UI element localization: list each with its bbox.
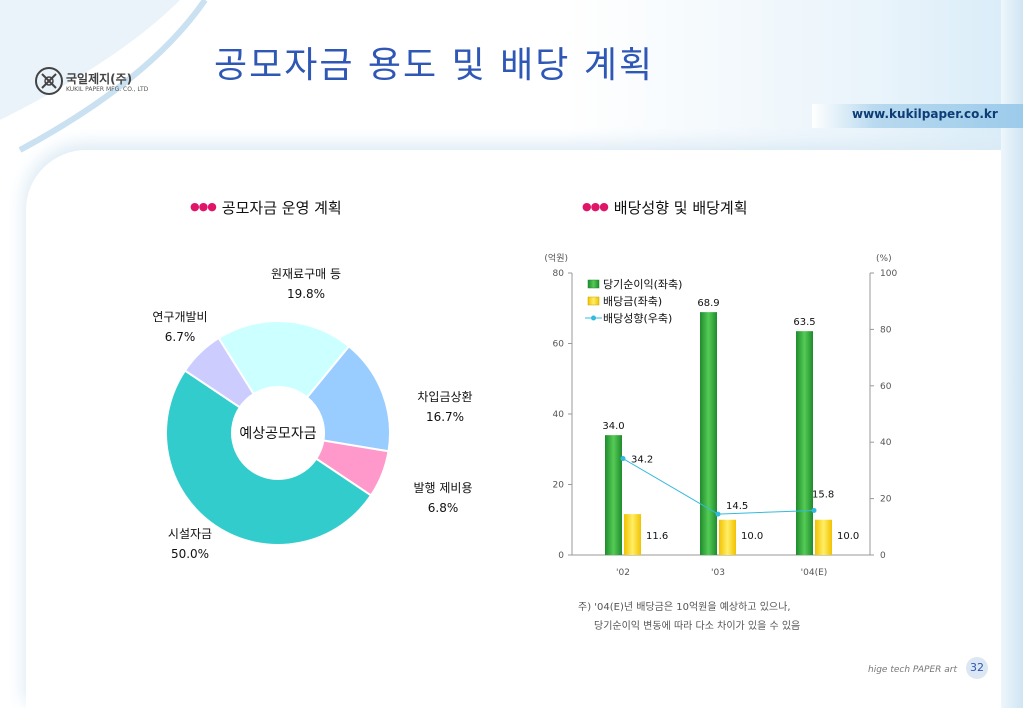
pie-slice-facility-funds xyxy=(165,369,373,546)
right-tick-label: 100 xyxy=(880,269,897,279)
payout-ratio-value-label: 15.8 xyxy=(812,489,834,500)
legend-dividend-swatch xyxy=(587,296,600,306)
left-tick-label: 80 xyxy=(553,269,565,279)
payout-ratio-line xyxy=(622,458,815,515)
legend-payout-marker xyxy=(591,315,596,321)
left-tick-label: 0 xyxy=(558,551,564,561)
net-income-bar xyxy=(605,435,622,555)
legend-dividend-label: 배당금(좌축) xyxy=(603,295,662,308)
right-axis-unit: (%) xyxy=(876,254,892,264)
right-tick-label: 20 xyxy=(880,495,892,505)
donut-chart: 예상공모자금 xyxy=(165,320,391,546)
payout-ratio-value-label: 34.2 xyxy=(631,455,653,466)
pie-label-facility-funds: 시설자금 50.0% xyxy=(167,527,213,561)
right-section-title: ●●● 배당성향 및 배당계획 xyxy=(582,197,748,218)
website-link[interactable]: www.kukilpaper.co.kr xyxy=(852,107,998,121)
pie-label-issue-costs: 발행 제비용 6.8% xyxy=(413,481,473,515)
category-label: '03 xyxy=(711,568,725,578)
net-income-value-label: 34.0 xyxy=(602,421,624,432)
pie-label-rnd: 연구개발비 6.7% xyxy=(152,310,208,344)
payout-ratio-point xyxy=(715,511,721,517)
url-bar xyxy=(812,104,1023,128)
bullet-dots-icon: ●●● xyxy=(582,200,609,213)
dividend-chart: (억원) (%) 0 20 40 60 80 0 20 40 60 80 100 34.0 11.6 '02 6… xyxy=(544,252,897,578)
page-title: 공모자금 용도 및 배당 계획 xyxy=(214,45,655,86)
right-tick-label: 0 xyxy=(880,551,886,561)
footnote-line-1: 주) '04(E)년 배당금은 10억원을 예상하고 있으나, xyxy=(578,602,791,613)
category-label: '04(E) xyxy=(801,568,828,578)
category-label: '02 xyxy=(616,568,630,578)
header-swoosh xyxy=(0,0,208,153)
payout-ratio-value-label: 14.5 xyxy=(726,501,748,512)
dividend-bar xyxy=(719,519,736,555)
payout-ratio-point xyxy=(811,507,817,513)
right-tick-label: 40 xyxy=(880,438,892,448)
left-axis-unit: (억원) xyxy=(544,252,568,264)
footnote-line-2: 당기순이익 변동에 따라 다소 차이가 있을 수 있음 xyxy=(594,621,801,632)
net-income-value-label: 68.9 xyxy=(697,298,719,309)
company-subname: KUKIL PAPER MFG. CO., LTD xyxy=(66,86,149,93)
left-tick-label: 20 xyxy=(553,481,565,491)
company-logo-icon xyxy=(35,67,63,95)
left-section-title-text: 공모자금 운영 계획 xyxy=(221,199,342,217)
net-income-bar xyxy=(796,331,813,555)
company-name: 국일제지(주) xyxy=(66,72,133,86)
dividend-bar xyxy=(815,519,832,555)
dividend-value-label: 11.6 xyxy=(646,531,668,542)
legend-net-income-swatch xyxy=(587,279,600,289)
left-tick-label: 60 xyxy=(553,340,565,350)
net-income-value-label: 63.5 xyxy=(793,317,815,328)
pie-label-debt-repayment: 차입금상환 16.7% xyxy=(417,390,473,424)
right-tick-label: 60 xyxy=(880,382,892,392)
page-number: 32 xyxy=(966,657,988,679)
net-income-bar xyxy=(700,312,717,555)
footer-tagline: hige tech PAPER art xyxy=(868,665,958,675)
left-section-title: ●●● 공모자금 운영 계획 xyxy=(190,197,342,218)
pie-label-raw-materials: 원재료구매 등 19.8% xyxy=(270,267,342,301)
left-tick-label: 40 xyxy=(553,410,565,420)
dividend-value-label: 10.0 xyxy=(837,531,859,542)
payout-ratio-point xyxy=(620,456,626,462)
pie-center-label: 예상공모자금 xyxy=(239,426,316,442)
bullet-dots-icon: ●●● xyxy=(190,200,217,213)
legend-payout-label: 배당성향(우축) xyxy=(603,312,672,325)
right-tick-label: 80 xyxy=(880,325,892,335)
legend-net-income-label: 당기순이익(좌축) xyxy=(603,278,682,291)
dividend-bar xyxy=(624,514,641,555)
dividend-value-label: 10.0 xyxy=(741,531,763,542)
right-strip xyxy=(1001,0,1023,708)
right-section-title-text: 배당성향 및 배당계획 xyxy=(613,199,748,217)
